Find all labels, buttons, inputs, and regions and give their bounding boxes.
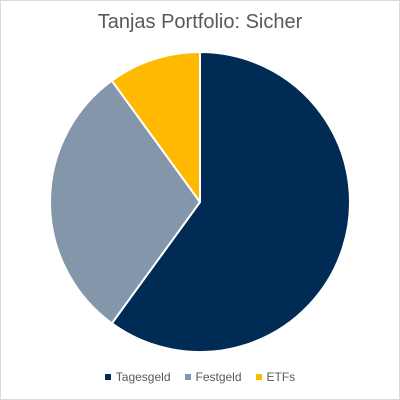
legend-label-festgeld: Festgeld <box>195 370 242 384</box>
pie-slice-etfs <box>110 51 201 203</box>
legend-swatch-etfs <box>255 374 262 380</box>
legend-swatch-festgeld <box>184 374 191 380</box>
pie-slice-tagesgeld <box>110 51 351 353</box>
chart-title: Tanjas Portfolio: Sicher <box>97 11 303 33</box>
legend: Tagesgeld Festgeld ETFs <box>0 370 400 384</box>
legend-item-etfs: ETFs <box>255 370 296 384</box>
legend-label-etfs: ETFs <box>266 370 296 384</box>
legend-item-festgeld: Festgeld <box>184 370 242 384</box>
legend-swatch-tagesgeld <box>104 374 111 380</box>
legend-label-tagesgeld: Tagesgeld <box>115 370 171 384</box>
legend-item-tagesgeld: Tagesgeld <box>104 370 171 384</box>
pie-slice-festgeld <box>49 79 201 325</box>
